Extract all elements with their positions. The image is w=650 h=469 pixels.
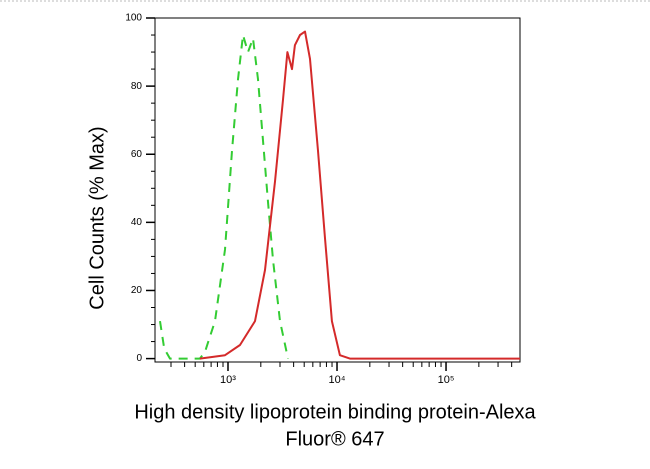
series-line — [199, 30, 520, 360]
x-tick-label: 10⁴ — [329, 374, 346, 386]
y-tick-label: 60 — [131, 149, 143, 160]
y-tick-label: 80 — [131, 81, 143, 92]
y-tick-label: 100 — [125, 13, 142, 24]
y-tick-label: 40 — [131, 217, 143, 228]
y-tick-label: 0 — [136, 353, 142, 364]
plot-frame — [154, 17, 521, 363]
x-axis-label: Fluor® 647 — [285, 428, 384, 450]
x-axis-label: High density lipoprotein binding protein… — [134, 401, 536, 423]
series-line — [159, 34, 289, 360]
y-tick-label: 20 — [131, 285, 143, 296]
x-tick-label: 10³ — [220, 374, 236, 386]
x-tick-label: 10⁵ — [438, 374, 455, 386]
y-axis-label: Cell Counts (% Max) — [86, 126, 108, 309]
